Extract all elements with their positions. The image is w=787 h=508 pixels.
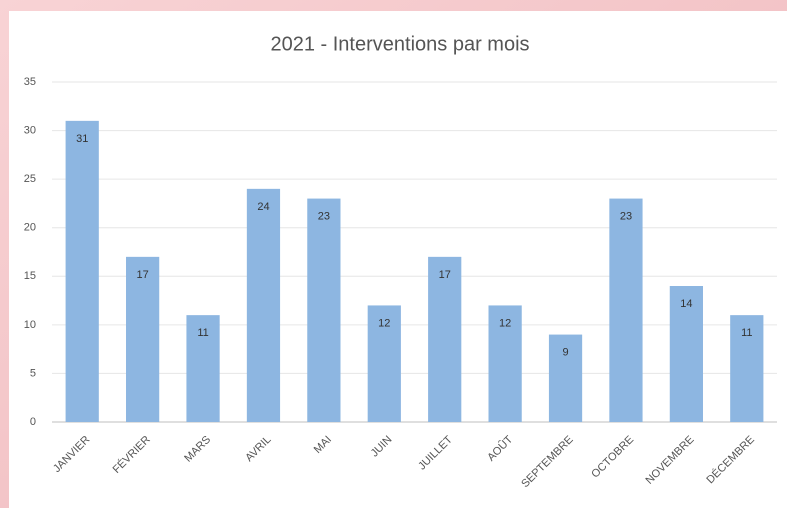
y-tick-label: 15 [24, 270, 36, 282]
y-tick-label: 30 [24, 124, 36, 136]
data-label: 24 [257, 201, 269, 213]
data-label: 14 [680, 298, 692, 310]
data-label: 31 [76, 133, 88, 145]
y-tick-label: 20 [24, 222, 36, 234]
data-label: 23 [620, 210, 632, 222]
data-label: 23 [318, 210, 330, 222]
chart-title: 2021 - Interventions par mois [270, 33, 529, 55]
data-label: 12 [499, 317, 511, 329]
chart-panel [9, 11, 787, 508]
data-label: 9 [562, 346, 568, 358]
data-label: 11 [741, 327, 752, 339]
bar [367, 305, 401, 422]
bar [548, 334, 583, 422]
data-label: 17 [137, 269, 149, 281]
data-label: 17 [439, 269, 451, 281]
bar [186, 315, 220, 422]
y-tick-label: 10 [24, 319, 36, 331]
bar [428, 256, 462, 422]
bar [246, 188, 281, 422]
data-label: 11 [197, 327, 208, 339]
y-tick-label: 5 [30, 367, 36, 379]
bar [65, 120, 99, 422]
bar [669, 286, 703, 422]
bar [307, 198, 341, 422]
y-tick-label: 25 [24, 173, 36, 185]
bar [488, 305, 522, 422]
bar [609, 198, 643, 422]
y-tick-label: 35 [24, 76, 36, 88]
bar [730, 315, 764, 422]
y-tick-label: 0 [30, 416, 36, 428]
bar [126, 256, 160, 422]
data-label: 12 [378, 317, 390, 329]
